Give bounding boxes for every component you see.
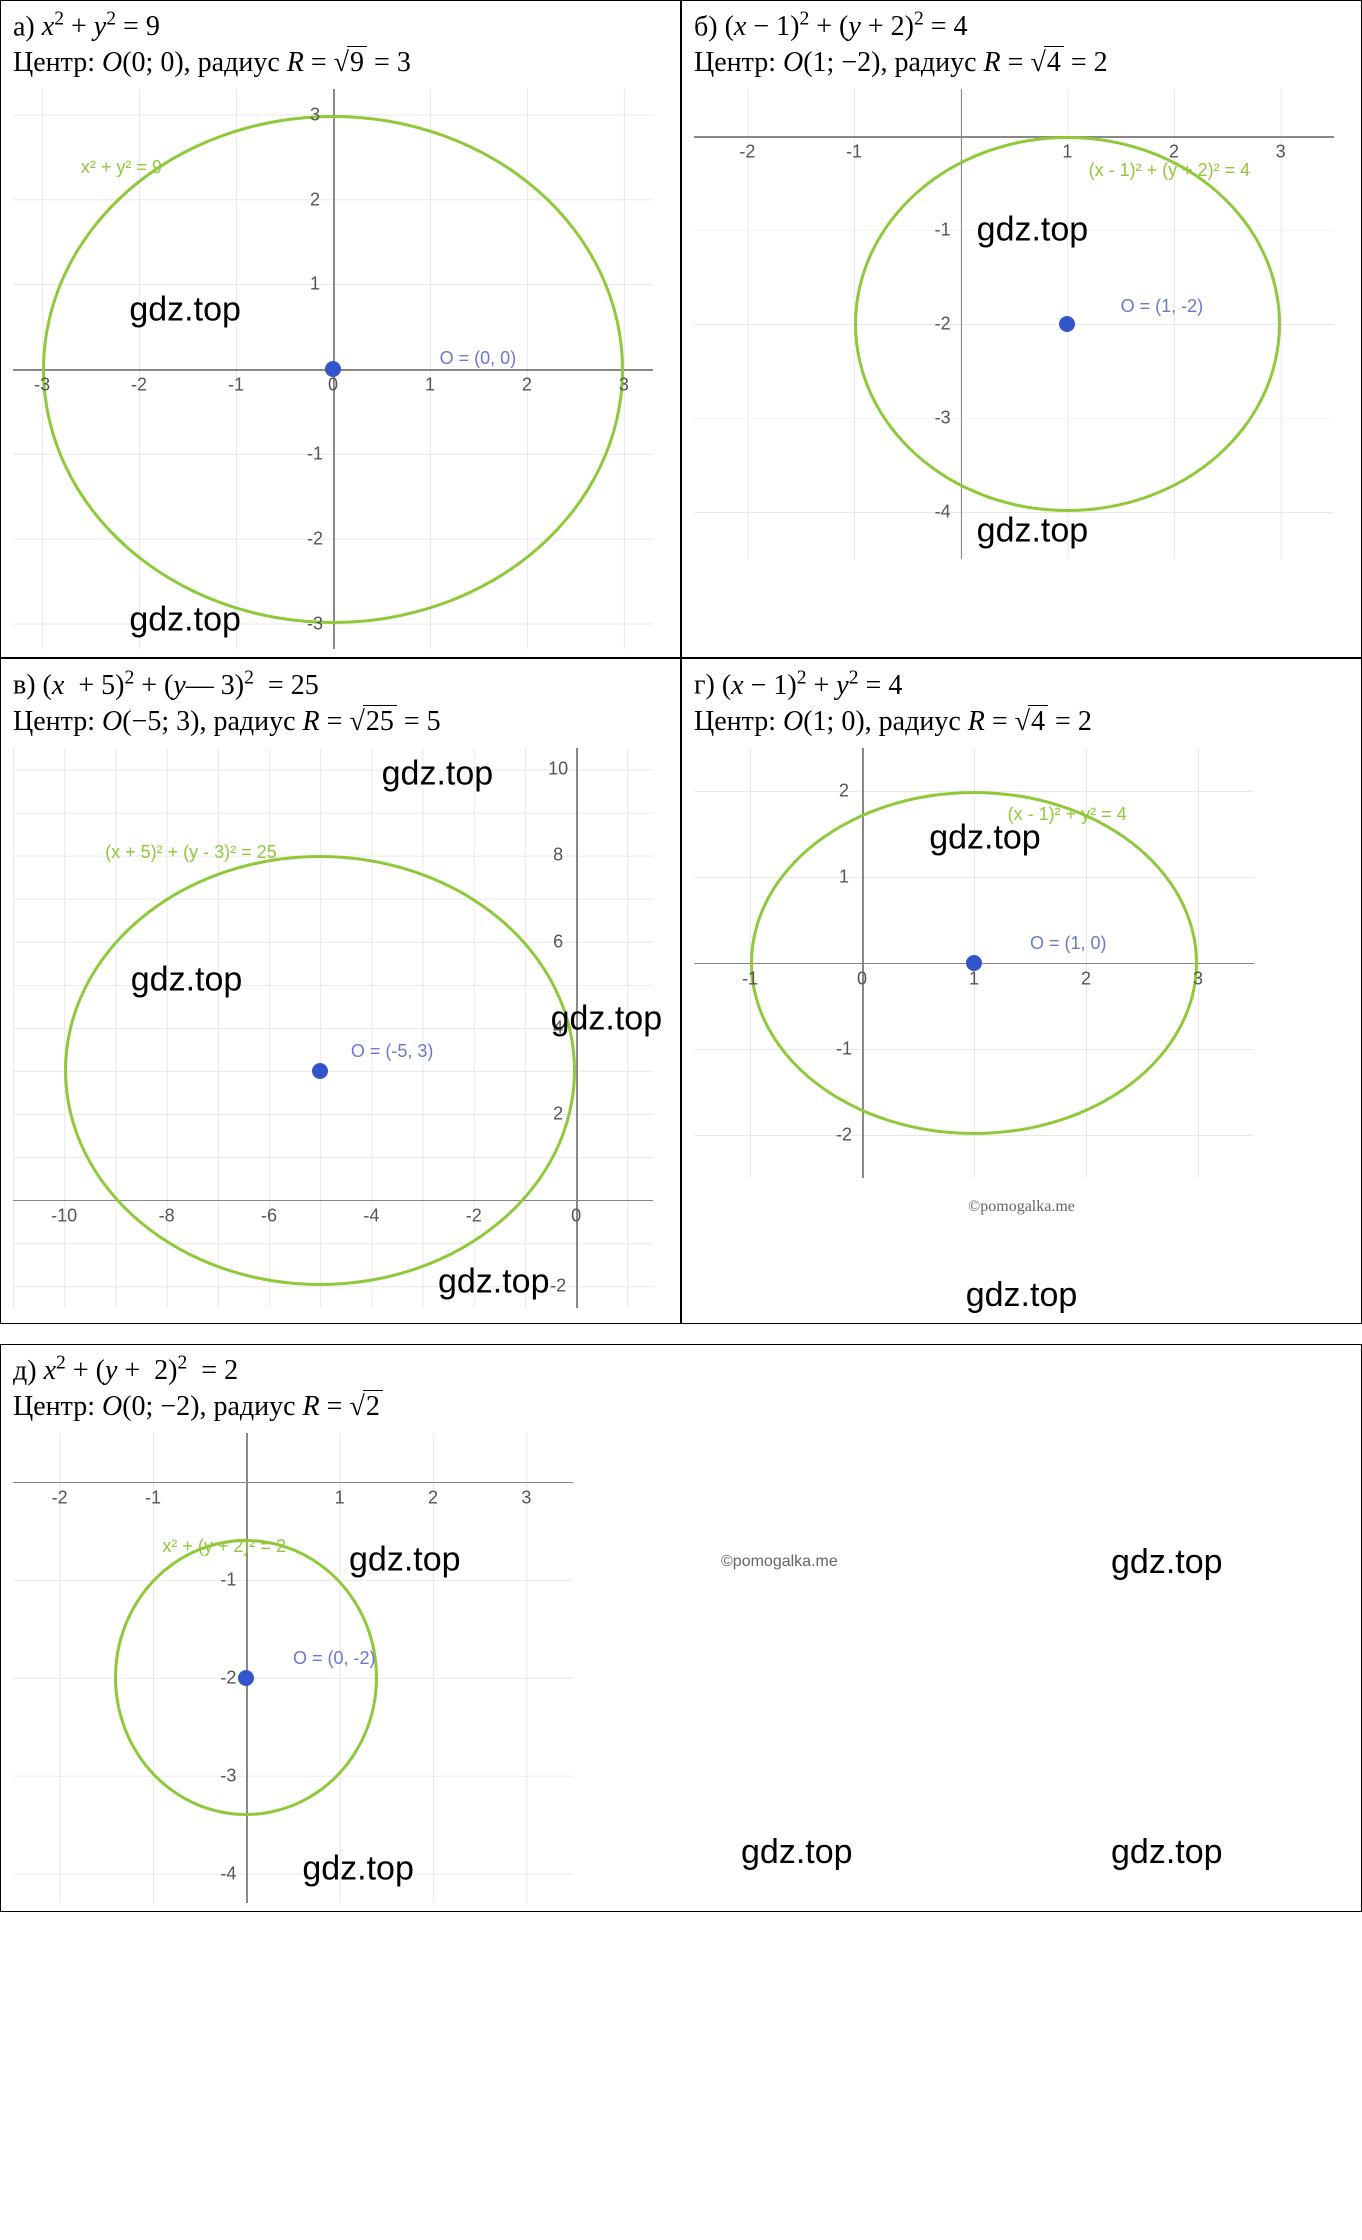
cell-g: г) (x − 1)2 + y2 = 4 Центр: O(1; 0), рад… bbox=[681, 658, 1362, 1323]
desc-a: Центр: O(0; 0), радиус R = 9 = 3 bbox=[13, 47, 668, 79]
chart-a: -3-2-10123-3-2-1123x² + y² = 9O = (0, 0)… bbox=[13, 89, 653, 649]
cell-a: а) x2 + y2 = 9 Центр: O(0; 0), радиус R … bbox=[0, 0, 681, 658]
eq-g: г) (x − 1)2 + y2 = 4 bbox=[694, 667, 1349, 701]
cell-d: д) x2 + (y + 2)2 = 2 Центр: O(0; −2), ра… bbox=[0, 1344, 1362, 1912]
wm-g-small: ©pomogalka.me bbox=[694, 1198, 1349, 1216]
cell-b: б) (x − 1)2 + (y + 2)2 = 4 Центр: O(1; −… bbox=[681, 0, 1362, 658]
chart-v: -10-8-6-4-20-2246810(x + 5)² + (y - 3)² … bbox=[13, 748, 653, 1308]
wm-d-1: ©pomogalka.me bbox=[721, 1553, 838, 1571]
wm-g-big: gdz.top bbox=[694, 1276, 1349, 1315]
desc-v: Центр: O(−5; 3), радиус R = 25 = 5 bbox=[13, 706, 668, 738]
side-wm-d: ©pomogalka.me gdz.top gdz.top gdz.top bbox=[681, 1433, 1349, 1903]
eq-b: б) (x − 1)2 + (y + 2)2 = 4 bbox=[694, 9, 1349, 43]
wm-d-4: gdz.top bbox=[1111, 1833, 1223, 1872]
desc-g: Центр: O(1; 0), радиус R = 4 = 2 bbox=[694, 706, 1349, 738]
problems-grid: а) x2 + y2 = 9 Центр: O(0; 0), радиус R … bbox=[0, 0, 1362, 1324]
eq-v: в) (x + 5)2 + (y— 3)2 = 25 bbox=[13, 667, 668, 701]
wm-d-2: gdz.top bbox=[1111, 1543, 1223, 1582]
wm-d-3: gdz.top bbox=[741, 1833, 853, 1872]
cell-v: в) (x + 5)2 + (y— 3)2 = 25 Центр: O(−5; … bbox=[0, 658, 681, 1323]
chart-d: -2-1123-4-3-2-1x² + (y + 2)² = 2O = (0, … bbox=[13, 1433, 573, 1903]
chart-b: -2-1123-4-3-2-1(x - 1)² + (y + 2)² = 4O … bbox=[694, 89, 1334, 559]
desc-d: Центр: O(0; −2), радиус R = 2 bbox=[13, 1391, 1349, 1423]
eq-a: а) x2 + y2 = 9 bbox=[13, 9, 668, 43]
chart-g: -10123-2-112(x - 1)² + y² = 4O = (1, 0)g… bbox=[694, 748, 1254, 1178]
desc-b: Центр: O(1; −2), радиус R = 4 = 2 bbox=[694, 47, 1349, 79]
eq-d: д) x2 + (y + 2)2 = 2 bbox=[13, 1353, 1349, 1387]
